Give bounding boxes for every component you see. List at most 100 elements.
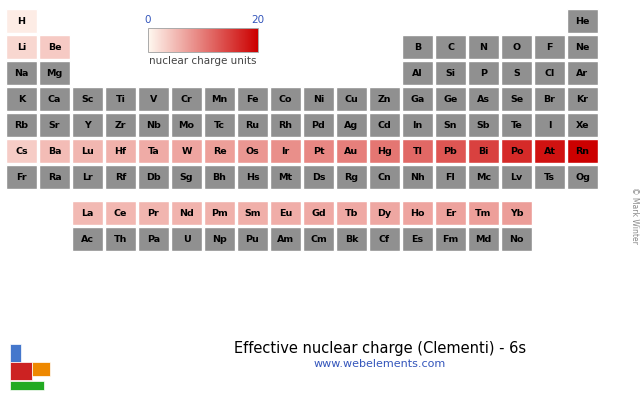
- Bar: [32, 362, 50, 376]
- Bar: [6, 35, 37, 59]
- Bar: [171, 87, 202, 111]
- Text: Sm: Sm: [244, 208, 260, 218]
- Bar: [39, 113, 70, 137]
- Bar: [402, 35, 433, 59]
- Bar: [567, 87, 598, 111]
- Bar: [369, 165, 400, 189]
- Bar: [468, 165, 499, 189]
- Text: S: S: [513, 68, 520, 78]
- Text: Cr: Cr: [180, 94, 193, 104]
- Bar: [402, 227, 433, 251]
- Bar: [303, 139, 334, 163]
- Bar: [501, 201, 532, 225]
- Bar: [204, 113, 236, 137]
- Bar: [138, 165, 169, 189]
- Text: Fm: Fm: [442, 234, 459, 244]
- Text: Er: Er: [445, 208, 456, 218]
- Text: At: At: [543, 146, 556, 156]
- Text: Cs: Cs: [15, 146, 28, 156]
- Text: Tl: Tl: [413, 146, 422, 156]
- Text: Zn: Zn: [378, 94, 391, 104]
- Bar: [468, 61, 499, 85]
- Text: Pu: Pu: [246, 234, 259, 244]
- Bar: [336, 165, 367, 189]
- Bar: [369, 113, 400, 137]
- Bar: [39, 35, 70, 59]
- Bar: [402, 165, 433, 189]
- Bar: [204, 165, 236, 189]
- Text: Sb: Sb: [477, 120, 490, 130]
- Text: Tm: Tm: [476, 208, 492, 218]
- Bar: [204, 87, 236, 111]
- Bar: [105, 87, 136, 111]
- Text: No: No: [509, 234, 524, 244]
- Bar: [138, 227, 169, 251]
- Text: Br: Br: [543, 94, 556, 104]
- Bar: [270, 139, 301, 163]
- Text: W: W: [181, 146, 192, 156]
- Bar: [336, 113, 367, 137]
- Bar: [270, 227, 301, 251]
- Bar: [468, 113, 499, 137]
- Bar: [39, 87, 70, 111]
- Bar: [171, 227, 202, 251]
- Bar: [303, 165, 334, 189]
- Text: Dy: Dy: [378, 208, 392, 218]
- Text: Sn: Sn: [444, 120, 457, 130]
- Text: Eu: Eu: [279, 208, 292, 218]
- Bar: [204, 139, 236, 163]
- Text: Ts: Ts: [544, 172, 555, 182]
- Text: Ce: Ce: [114, 208, 127, 218]
- Text: Mg: Mg: [46, 68, 63, 78]
- Bar: [6, 165, 37, 189]
- Text: Rb: Rb: [15, 120, 29, 130]
- Bar: [435, 165, 466, 189]
- Text: Ra: Ra: [48, 172, 61, 182]
- Bar: [435, 35, 466, 59]
- Text: Ru: Ru: [246, 120, 259, 130]
- Text: Nh: Nh: [410, 172, 425, 182]
- Text: Cl: Cl: [545, 68, 555, 78]
- Bar: [501, 87, 532, 111]
- Text: Bk: Bk: [345, 234, 358, 244]
- Text: Hg: Hg: [377, 146, 392, 156]
- Text: Ge: Ge: [444, 94, 458, 104]
- Bar: [237, 227, 268, 251]
- Text: Fe: Fe: [246, 94, 259, 104]
- Bar: [148, 28, 258, 52]
- Text: Se: Se: [510, 94, 523, 104]
- Text: © Mark Winter: © Mark Winter: [630, 186, 639, 244]
- Bar: [336, 227, 367, 251]
- Bar: [105, 165, 136, 189]
- Text: Es: Es: [412, 234, 424, 244]
- Text: H: H: [17, 16, 26, 26]
- Bar: [435, 139, 466, 163]
- Bar: [369, 87, 400, 111]
- Text: Ba: Ba: [48, 146, 61, 156]
- Bar: [501, 35, 532, 59]
- Bar: [534, 61, 565, 85]
- Text: Pb: Pb: [444, 146, 458, 156]
- Text: Sr: Sr: [49, 120, 60, 130]
- Bar: [402, 139, 433, 163]
- Bar: [534, 35, 565, 59]
- Text: Cd: Cd: [378, 120, 392, 130]
- Bar: [402, 61, 433, 85]
- Bar: [204, 201, 236, 225]
- Text: Ir: Ir: [282, 146, 290, 156]
- Bar: [138, 113, 169, 137]
- Text: Pd: Pd: [312, 120, 325, 130]
- Bar: [72, 113, 103, 137]
- Bar: [138, 201, 169, 225]
- Text: Ar: Ar: [577, 68, 589, 78]
- Bar: [468, 201, 499, 225]
- Bar: [567, 9, 598, 33]
- Text: Hs: Hs: [246, 172, 259, 182]
- Bar: [237, 139, 268, 163]
- Bar: [39, 61, 70, 85]
- Text: Ho: Ho: [410, 208, 425, 218]
- Text: Th: Th: [114, 234, 127, 244]
- Text: Zr: Zr: [115, 120, 126, 130]
- Bar: [567, 165, 598, 189]
- Bar: [501, 113, 532, 137]
